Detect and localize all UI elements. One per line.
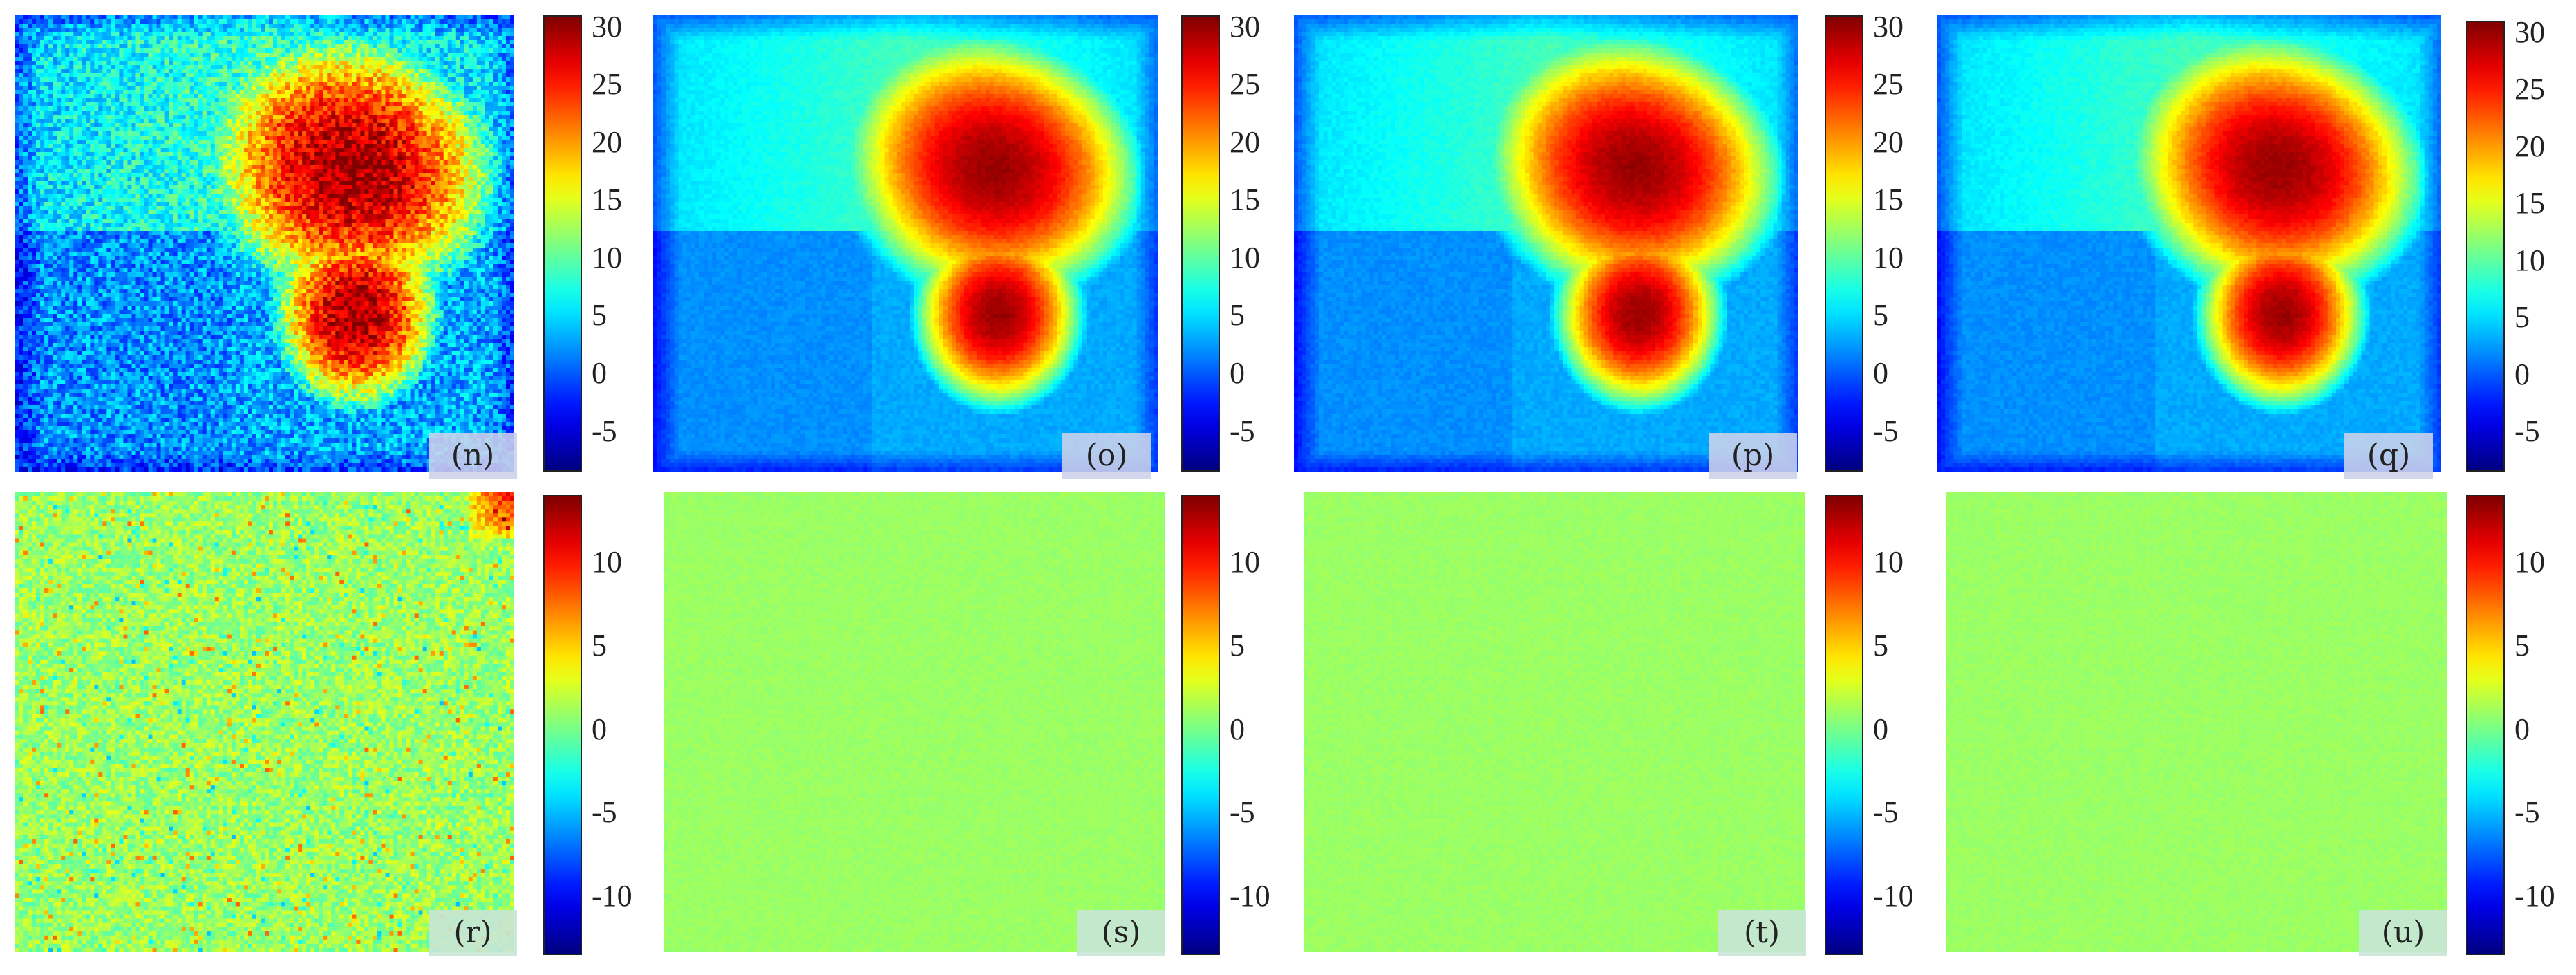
colorbar-tick-label: -10 — [2514, 881, 2555, 911]
colorbar-tick-label: 0 — [1873, 714, 1888, 745]
colorbar-tick-label: 0 — [1230, 714, 1245, 745]
colorbar-tick-label: 25 — [1873, 69, 1903, 100]
colorbar-tick-label: 10 — [1873, 243, 1903, 273]
heatmap-u — [1946, 492, 2447, 952]
colorbar-tick-label: 0 — [592, 358, 607, 389]
colorbar-tick-label: 0 — [592, 714, 607, 745]
colorbar-p — [1825, 15, 1863, 472]
colorbar-s — [1181, 495, 1220, 955]
colorbar-tick-label: 15 — [1230, 185, 1260, 215]
panel-label-o: (o) — [1062, 433, 1151, 479]
colorbar-tick-label: 20 — [2514, 131, 2545, 162]
heatmap-n — [15, 15, 514, 472]
colorbar-r — [543, 495, 582, 955]
colorbar-tick-label: -5 — [592, 416, 617, 447]
colorbar-tick-label: -10 — [1873, 881, 1914, 911]
colorbar-tick-label: 15 — [1873, 185, 1903, 215]
panel-label-p: (p) — [1709, 433, 1797, 479]
heatmap-r — [15, 492, 514, 952]
heatmap-q — [1937, 15, 2441, 472]
colorbar-tick-label: 10 — [1230, 547, 1260, 577]
colorbar-tick-label: 10 — [1230, 243, 1260, 273]
colorbar-tick-label: 30 — [1873, 12, 1903, 42]
colorbar-tick-label: -5 — [2514, 416, 2540, 447]
colorbar-tick-label: 20 — [1230, 127, 1260, 158]
colorbar-t — [1825, 495, 1863, 955]
colorbar-tick-label: 5 — [1873, 300, 1888, 331]
heatmap-o — [653, 15, 1158, 472]
panel-label-r: (r) — [429, 910, 517, 956]
colorbar-tick-label: 5 — [592, 631, 607, 661]
colorbar-tick-label: 5 — [1873, 631, 1888, 661]
heatmap-p — [1294, 15, 1798, 472]
colorbar-tick-label: -5 — [2514, 797, 2540, 828]
colorbar-o — [1181, 15, 1220, 472]
colorbar-q — [2466, 21, 2505, 472]
colorbar-tick-label: 25 — [1230, 69, 1260, 100]
colorbar-tick-label: 10 — [2514, 547, 2545, 577]
colorbar-tick-label: 30 — [592, 12, 622, 42]
colorbar-tick-label: 20 — [592, 127, 622, 158]
colorbar-tick-label: 10 — [2514, 245, 2545, 276]
colorbar-tick-label: -5 — [1230, 797, 1255, 828]
colorbar-u — [2466, 495, 2505, 955]
heatmap-t — [1304, 492, 1805, 952]
colorbar-tick-label: 25 — [2514, 74, 2545, 104]
panel-label-q: (q) — [2344, 433, 2433, 479]
colorbar-tick-label: 5 — [2514, 302, 2530, 333]
colorbar-tick-label: -5 — [592, 797, 617, 828]
colorbar-tick-label: -10 — [1230, 881, 1270, 911]
heatmap-s — [664, 492, 1165, 952]
colorbar-tick-label: 10 — [1873, 547, 1903, 577]
colorbar-tick-label: 5 — [592, 300, 607, 331]
colorbar-tick-label: 0 — [2514, 714, 2530, 745]
colorbar-tick-label: 0 — [1873, 358, 1888, 389]
panel-label-s: (s) — [1077, 910, 1165, 956]
colorbar-tick-label: 30 — [1230, 12, 1260, 42]
panel-label-u: (u) — [2359, 910, 2447, 956]
colorbar-tick-label: 10 — [592, 547, 622, 577]
colorbar-tick-label: -10 — [592, 881, 632, 911]
colorbar-tick-label: 30 — [2514, 17, 2545, 48]
colorbar-tick-label: 25 — [592, 69, 622, 100]
colorbar-tick-label: -5 — [1230, 416, 1255, 447]
colorbar-tick-label: 5 — [1230, 631, 1245, 661]
colorbar-tick-label: 20 — [1873, 127, 1903, 158]
colorbar-tick-label: 5 — [2514, 631, 2530, 661]
colorbar-tick-label: -5 — [1873, 416, 1899, 447]
colorbar-tick-label: 15 — [592, 185, 622, 215]
colorbar-tick-label: 10 — [592, 243, 622, 273]
colorbar-tick-label: 5 — [1230, 300, 1245, 331]
colorbar-n — [543, 15, 582, 472]
colorbar-tick-label: 0 — [1230, 358, 1245, 389]
colorbar-tick-label: -5 — [1873, 797, 1899, 828]
colorbar-tick-label: 0 — [2514, 360, 2530, 390]
panel-label-n: (n) — [429, 433, 517, 479]
panel-label-t: (t) — [1718, 910, 1806, 956]
colorbar-tick-label: 15 — [2514, 188, 2545, 219]
